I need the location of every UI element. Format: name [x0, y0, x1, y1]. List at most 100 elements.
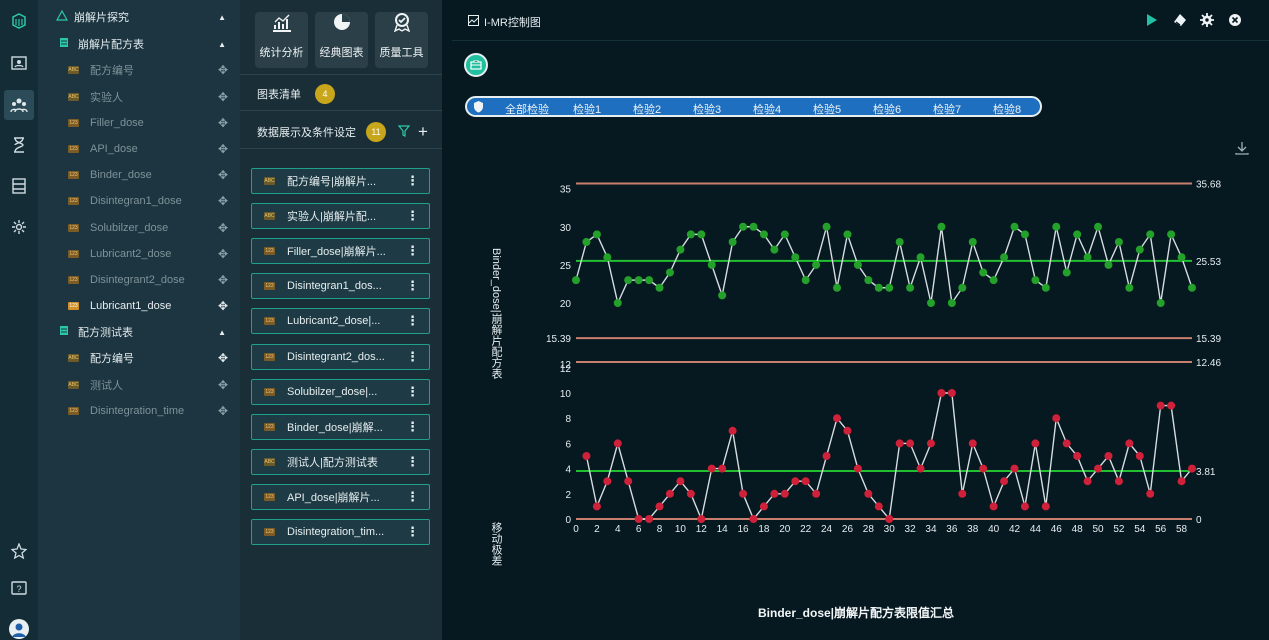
add-icon[interactable]: + [418, 122, 428, 141]
number-type-icon: 123 [264, 422, 275, 431]
classic-charts-button[interactable]: 经典图表 [315, 12, 368, 68]
tree-field[interactable]: 123 API_dose ✥ [38, 136, 240, 162]
tree-field[interactable]: 123 Lubricant1_dose ✥ [38, 293, 240, 319]
condition-item[interactable]: 123 Disintegrant2_dos... ⋮ [251, 343, 430, 370]
run-icon[interactable] [1146, 13, 1158, 30]
condition-item[interactable]: ABC 测试人|配方测试表 ⋮ [251, 448, 430, 475]
clear-icon[interactable] [1173, 13, 1187, 30]
more-icon[interactable]: ⋮ [406, 173, 419, 188]
tree-field[interactable]: 123 Binder_dose ✥ [38, 162, 240, 188]
tab-6[interactable]: 检验6 [873, 104, 902, 116]
users-icon[interactable] [4, 90, 34, 120]
tree-field[interactable]: 123 Solubilzer_dose ✥ [38, 215, 240, 241]
tree-field-label: Disintegration_time [90, 405, 185, 417]
data-point [812, 489, 821, 498]
data-point [947, 388, 956, 397]
hourglass-icon[interactable] [8, 134, 30, 156]
help-icon[interactable]: ? [8, 578, 30, 600]
condition-item[interactable]: 123 API_dose|崩解片... ⋮ [251, 483, 430, 510]
star-icon[interactable] [8, 540, 30, 562]
collapse-icon[interactable]: ▲ [218, 12, 226, 22]
tree-field[interactable]: ABC 配方编号 ✥ [38, 57, 240, 83]
more-icon[interactable]: ⋮ [406, 208, 419, 224]
more-icon[interactable]: ⋮ [406, 418, 419, 434]
chart-list-section[interactable]: 图表清单 4 [257, 84, 335, 104]
more-icon[interactable]: ⋮ [406, 453, 419, 469]
tree-field[interactable]: 123 Filler_dose ✥ [38, 110, 240, 136]
statistics-tool-button[interactable]: 统计分析 [255, 12, 308, 68]
drag-handle-icon[interactable]: ✥ [217, 273, 228, 287]
tree-field[interactable]: 123 Lubricant2_dose ✥ [38, 241, 240, 267]
condition-item-label: Disintegrant2_dos... [287, 350, 385, 363]
close-icon[interactable] [1228, 13, 1242, 30]
tree-field[interactable]: ABC 实验人 ✥ [38, 84, 240, 110]
tab-4[interactable]: 检验4 [753, 104, 782, 116]
more-icon[interactable]: ⋮ [406, 383, 419, 399]
condition-item-label: Disintegran1_dos... [287, 280, 382, 293]
y-tick-label: 12 [560, 364, 572, 375]
avatar-icon[interactable] [8, 618, 30, 640]
condition-item[interactable]: 123 Solubilzer_dose|... ⋮ [251, 378, 430, 405]
briefcase-icon[interactable] [464, 53, 488, 77]
data-point [1083, 253, 1092, 262]
data-point [822, 222, 831, 231]
tree-field[interactable]: 123 Disintegration_time ✥ [38, 398, 240, 424]
drag-handle-icon[interactable]: ✥ [217, 116, 228, 130]
limit-label: 15.39 [1196, 334, 1221, 345]
more-icon[interactable]: ⋮ [406, 278, 419, 294]
tree-table[interactable]: 崩解片配方表 ▲ [38, 31, 240, 57]
more-icon[interactable]: ⋮ [406, 488, 419, 504]
drag-handle-icon[interactable]: ✥ [217, 63, 228, 77]
number-type-icon: 123 [68, 119, 79, 127]
drag-handle-icon[interactable]: ✥ [217, 168, 228, 182]
data-point [1188, 283, 1196, 292]
condition-item[interactable]: 123 Binder_dose|崩解... ⋮ [251, 413, 430, 440]
cube-icon[interactable] [8, 10, 30, 32]
drag-handle-icon[interactable]: ✥ [217, 221, 228, 235]
drag-handle-icon[interactable]: ✥ [217, 194, 228, 208]
filter-icon[interactable] [397, 124, 411, 140]
download-icon[interactable] [1235, 141, 1249, 160]
tree-field[interactable]: 123 Disintegrant2_dose ✥ [38, 267, 240, 293]
tree-field[interactable]: ABC 测试人 ✥ [38, 372, 240, 398]
more-icon[interactable]: ⋮ [406, 524, 419, 539]
condition-item[interactable]: 123 Lubricant2_dose|... ⋮ [251, 308, 430, 335]
storage-icon[interactable] [8, 175, 30, 197]
tab-0[interactable]: 全部检验 [505, 104, 549, 116]
more-icon[interactable]: ⋮ [406, 243, 419, 259]
tool-label: 质量工具 [379, 47, 424, 59]
drag-handle-icon[interactable]: ✥ [217, 378, 228, 392]
drag-handle-icon[interactable]: ✥ [217, 351, 228, 365]
tree-root[interactable]: 崩解片探究 ▲ [38, 4, 240, 30]
x-tick-label: 28 [863, 524, 875, 535]
condition-item[interactable]: 123 Disintegration_tim... ⋮ [251, 519, 430, 545]
tree-field[interactable]: 123 Disintegran1_dose ✥ [38, 188, 240, 214]
x-tick-label: 16 [737, 524, 749, 535]
collapse-icon[interactable]: ▲ [218, 39, 226, 49]
collapse-icon[interactable]: ▲ [218, 327, 226, 337]
gear-icon[interactable] [1200, 13, 1214, 30]
tab-2[interactable]: 检验2 [633, 104, 662, 116]
tab-1[interactable]: 检验1 [573, 104, 602, 116]
drag-handle-icon[interactable]: ✥ [217, 142, 228, 156]
data-point [989, 502, 998, 511]
condition-item[interactable]: 123 Filler_dose|崩解片... ⋮ [251, 238, 430, 265]
tab-5[interactable]: 检验5 [813, 104, 842, 116]
tab-8[interactable]: 检验8 [993, 104, 1022, 116]
quality-tools-button[interactable]: 质量工具 [375, 12, 428, 68]
tree-table[interactable]: 配方测试表 ▲ [38, 319, 240, 345]
condition-item[interactable]: ABC 配方编号|崩解片... ⋮ [251, 168, 430, 194]
settings-icon[interactable] [8, 216, 30, 238]
tab-3[interactable]: 检验3 [693, 104, 722, 116]
tree-field[interactable]: ABC 配方编号 ✥ [38, 345, 240, 371]
tab-7[interactable]: 检验7 [933, 104, 962, 116]
more-icon[interactable]: ⋮ [406, 348, 419, 364]
drag-handle-icon[interactable]: ✥ [217, 404, 228, 418]
drag-handle-icon[interactable]: ✥ [217, 299, 228, 313]
drag-handle-icon[interactable]: ✥ [217, 247, 228, 261]
more-icon[interactable]: ⋮ [406, 313, 419, 329]
drag-handle-icon[interactable]: ✥ [217, 90, 228, 104]
id-card-icon[interactable] [8, 52, 30, 74]
condition-item[interactable]: ABC 实验人|崩解片配... ⋮ [251, 203, 430, 230]
condition-item[interactable]: 123 Disintegran1_dos... ⋮ [251, 273, 430, 300]
